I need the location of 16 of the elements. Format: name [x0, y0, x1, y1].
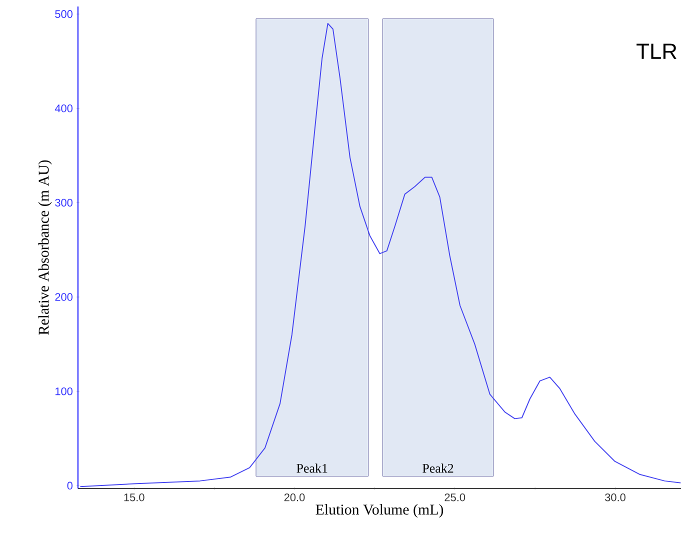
x-tick-label: 15.0: [124, 493, 144, 502]
x-tick-label: 25.0: [444, 493, 466, 502]
x-tick-label: 20.0: [284, 493, 305, 502]
y-tick-label: 0: [67, 482, 73, 490]
band-label: Peak2: [422, 464, 454, 473]
y-tick-label: 500: [55, 10, 73, 18]
annotation: TLR: [636, 44, 676, 59]
x-axis-title: Elution Volume (mL): [316, 504, 444, 518]
y-tick-label: 400: [54, 104, 73, 112]
y-tick-label: 200: [55, 293, 73, 301]
band-label: Peak1: [296, 464, 328, 473]
x-tick-label: 30.0: [605, 493, 626, 502]
y-tick-label: 300: [55, 198, 73, 206]
y-tick-label: 100: [55, 387, 73, 396]
y-axis-title: Relative Absorbance (m AU): [38, 160, 52, 335]
line-series: [80, 22, 681, 488]
